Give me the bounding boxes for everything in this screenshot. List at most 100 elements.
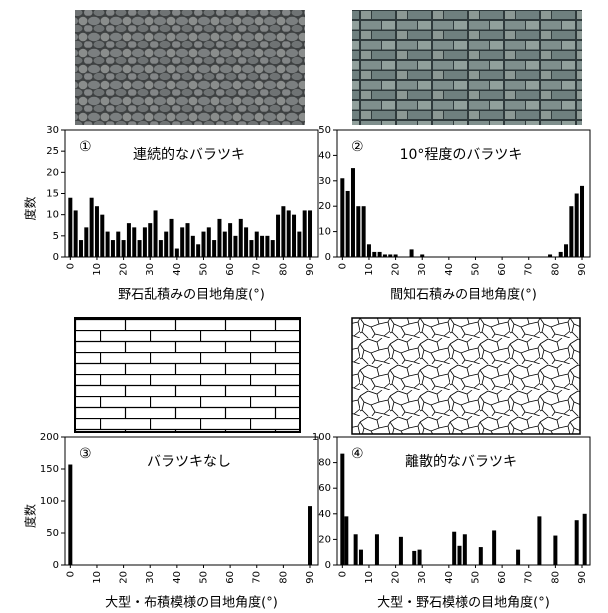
x-tick-label: 10 [364, 571, 375, 584]
x-tick-label: 10 [364, 263, 375, 276]
bar [100, 215, 104, 257]
x-tick-label: 30 [145, 571, 156, 584]
bar [516, 550, 520, 565]
bar [412, 551, 416, 565]
photo-stone-wall [75, 10, 305, 125]
x-tick-label: 40 [444, 571, 455, 584]
bar [340, 454, 344, 565]
bar [372, 252, 376, 257]
x-tick-label: 60 [225, 571, 236, 584]
x-tick-label: 80 [278, 571, 289, 584]
bar [346, 191, 350, 257]
bar [271, 240, 275, 257]
y-axis-label: 度数 [23, 504, 38, 528]
bar [244, 227, 248, 257]
bar [564, 244, 568, 257]
bar [281, 206, 285, 257]
bar [297, 232, 301, 257]
bar [148, 223, 152, 257]
bar [170, 219, 174, 257]
x-tick-label: 10 [92, 571, 103, 584]
x-tick-label: 20 [391, 571, 402, 584]
y-tick-label: 20 [318, 534, 331, 545]
bar [383, 254, 387, 257]
bar [575, 520, 579, 565]
y-tick-label: 0 [53, 560, 59, 571]
bar [127, 223, 131, 257]
bar [159, 240, 163, 257]
panel-number: ① [79, 139, 92, 155]
y-tick-label: 15 [46, 189, 59, 200]
bar [90, 198, 94, 257]
bar [239, 219, 243, 257]
panel-number: ② [351, 139, 364, 155]
bar [340, 178, 344, 257]
bar [265, 236, 269, 257]
y-tick-label: 40 [318, 509, 331, 520]
x-tick-label: 90 [577, 571, 588, 584]
bar [559, 252, 563, 257]
y-tick-label: 10 [46, 210, 59, 221]
annotation: 離散的なバラツキ [405, 453, 517, 470]
x-tick-label: 70 [252, 263, 263, 276]
y-tick-label: 10 [318, 227, 331, 238]
bar [228, 223, 232, 257]
bar [479, 547, 483, 565]
x-tick-label: 80 [550, 571, 561, 584]
bar [463, 534, 467, 565]
y-tick-label: 0 [325, 560, 331, 571]
bar [344, 516, 348, 565]
x-tick-label: 0 [337, 571, 348, 577]
bar [106, 232, 110, 257]
bar [164, 232, 168, 257]
bar [260, 236, 264, 257]
x-tick-label: 20 [119, 263, 130, 276]
bar [138, 240, 142, 257]
x-tick-label: 0 [65, 263, 76, 269]
bar [84, 227, 88, 257]
x-tick-label: 70 [252, 571, 263, 584]
bar [308, 210, 312, 257]
bar [351, 168, 355, 257]
y-tick-label: 5 [53, 231, 59, 242]
annotation: 10°程度のバラツキ [400, 147, 523, 163]
bar [143, 227, 147, 257]
bar [249, 240, 253, 257]
bar [132, 227, 136, 257]
x-tick-label: 70 [524, 571, 535, 584]
bar [354, 534, 358, 565]
y-tick-label: 50 [46, 528, 59, 539]
bar [418, 550, 422, 565]
bar [394, 254, 398, 257]
bar [303, 210, 307, 257]
bar [375, 534, 379, 565]
x-axis-label: 大型・布積模様の目地角度(°) [105, 595, 278, 611]
bar [68, 198, 72, 257]
annotation: 連続的なバラツキ [133, 146, 245, 163]
y-tick-label: 150 [40, 464, 59, 475]
x-axis-label: 間知石積みの目地角度(°) [390, 287, 537, 303]
bar [308, 506, 312, 565]
y-tick-label: 0 [53, 252, 59, 263]
bar [196, 244, 200, 257]
y-tick-label: 25 [46, 146, 59, 157]
panel-number: ③ [79, 446, 92, 462]
y-tick-label: 80 [318, 458, 331, 469]
x-tick-label: 70 [524, 263, 535, 276]
bar [548, 254, 552, 257]
x-tick-label: 0 [65, 571, 76, 577]
pattern-bricks [75, 318, 300, 432]
figure: 0 5 10 15 20 25 30 0 10 20 30 40 50 60 70 80 90 ① 連続的なバラツキ… [0, 0, 608, 613]
y-tick-label: 20 [46, 167, 59, 178]
bar [74, 210, 78, 257]
pattern-polygons [352, 318, 580, 434]
x-tick-label: 30 [145, 263, 156, 276]
y-axis-label: 度数 [23, 196, 38, 220]
y-tick-label: 60 [318, 483, 331, 494]
bar [452, 532, 456, 565]
x-tick-label: 30 [417, 571, 428, 584]
bar [553, 536, 557, 565]
bar [207, 227, 211, 257]
y-tick-label: 40 [318, 150, 331, 161]
bar [217, 219, 221, 257]
